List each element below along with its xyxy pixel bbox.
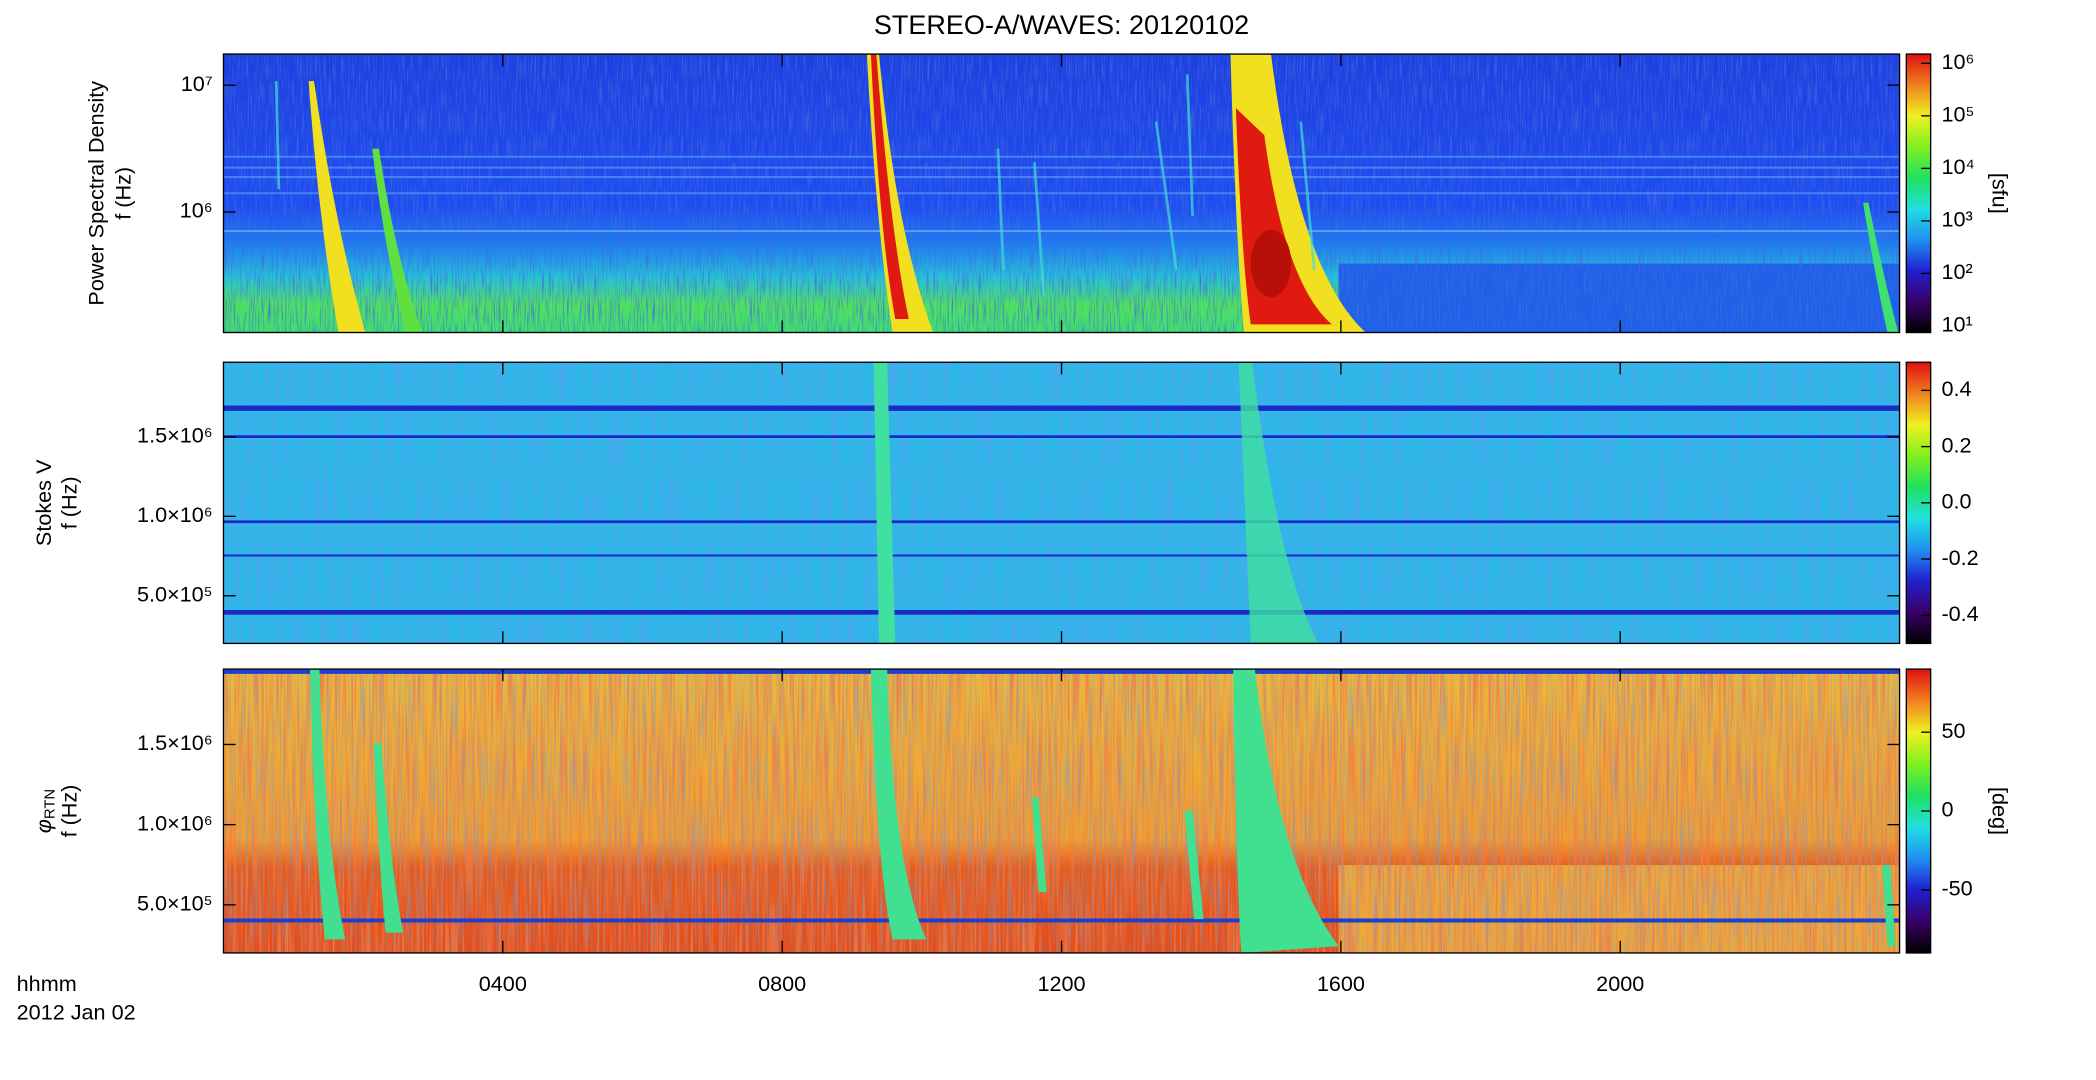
x-axis-label: hhmm (17, 971, 77, 996)
y-tick-label: 5.0×10⁵ (137, 891, 213, 916)
y-axis-label: f (Hz) (111, 167, 136, 220)
colorbar-label: [deg] (1988, 787, 2013, 835)
spectrogram-stokes (223, 362, 1900, 644)
colorbar-tick-label: 10⁶ (1941, 49, 1974, 74)
spectrogram-psd (223, 54, 1900, 333)
colorbar-tick-label: 10³ (1941, 207, 1972, 232)
colorbar-tick-label: 50 (1941, 718, 1965, 743)
x-axis-date: 2012 Jan 02 (17, 999, 136, 1024)
x-tick-label: 2000 (1596, 971, 1644, 996)
colorbar-tick-label: 10⁵ (1941, 102, 1974, 127)
y-axis-symbol: φ (31, 819, 56, 833)
colorbar-label: [sfu] (1988, 173, 2013, 214)
y-axis-subscript: RTN (42, 789, 58, 819)
y-axis-label: Stokes V (31, 459, 56, 546)
x-tick-label: 1200 (1037, 971, 1085, 996)
y-axis-label: Power Spectral Density (83, 81, 108, 306)
x-tick-label: 1600 (1317, 971, 1365, 996)
y-tick-label: 1.5×10⁶ (137, 730, 213, 755)
y-tick-label: 1.0×10⁶ (137, 810, 213, 835)
x-tick-label: 0800 (758, 971, 806, 996)
y-axis-label: f (Hz) (56, 785, 81, 838)
colorbar-tick-label: 0 (1941, 797, 1953, 822)
colorbar-tick-label: -0.4 (1941, 601, 1978, 626)
y-tick-label: 10⁷ (181, 71, 213, 96)
colorbar-tick-label: 0.0 (1941, 489, 1971, 514)
colorbar-tick-label: -0.2 (1941, 545, 1978, 570)
spectrogram-phi (223, 669, 1900, 953)
y-tick-label: 10⁶ (180, 198, 213, 223)
colorbar-tick-label: 10¹ (1941, 312, 1972, 337)
colorbar-tick-label: 10² (1941, 259, 1972, 284)
y-tick-label: 1.5×10⁶ (137, 423, 213, 448)
y-axis-label: f (Hz) (56, 476, 81, 529)
y-tick-label: 1.0×10⁶ (137, 502, 213, 527)
y-axis-label: φRTN (31, 789, 59, 833)
colorbar (1905, 53, 1932, 334)
y-tick-label: 5.0×10⁵ (137, 581, 213, 606)
colorbar-tick-label: 10⁴ (1941, 154, 1974, 179)
x-tick-label: 0400 (479, 971, 527, 996)
chart-title: STEREO-A/WAVES: 20120102 (874, 10, 1249, 40)
colorbar-tick-label: 0.2 (1941, 432, 1971, 457)
colorbar-tick-label: -50 (1941, 876, 1972, 901)
colorbar-tick-label: 0.4 (1941, 376, 1971, 401)
